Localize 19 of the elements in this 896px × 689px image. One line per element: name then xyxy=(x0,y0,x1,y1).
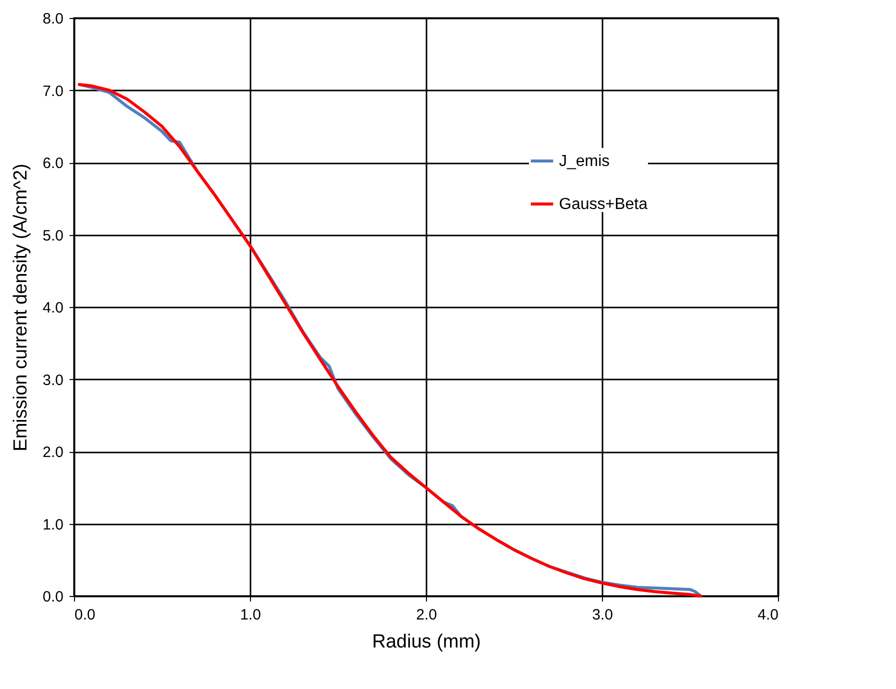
y-tick-label: 6.0 xyxy=(42,155,64,172)
legend-label: J_emis xyxy=(559,153,610,170)
y-tick-label: 1.0 xyxy=(42,516,64,534)
x-tick-label: 3.0 xyxy=(592,606,613,624)
y-axis-title: Emission current density (A/cm^2) xyxy=(10,164,32,452)
legend-label: Gauss+Beta xyxy=(559,196,648,213)
x-axis-title: Radius (mm) xyxy=(372,632,481,652)
line-series xyxy=(78,82,702,598)
y-tick-label: 3.0 xyxy=(42,372,64,389)
x-tick-label: 2.0 xyxy=(416,606,437,624)
y-tick-label: 8.0 xyxy=(42,10,64,28)
y-tick-label: 5.0 xyxy=(42,227,64,244)
y-tick-label: 0.0 xyxy=(42,588,64,606)
x-tick-label: 1.0 xyxy=(240,606,261,624)
y-tick-label: 4.0 xyxy=(42,300,64,316)
x-tick-label: 0.0 xyxy=(74,606,96,624)
x-tick-label: 4.0 xyxy=(758,606,778,624)
y-tick-label: 7.0 xyxy=(42,82,64,100)
y-tick-label: 2.0 xyxy=(42,444,64,461)
